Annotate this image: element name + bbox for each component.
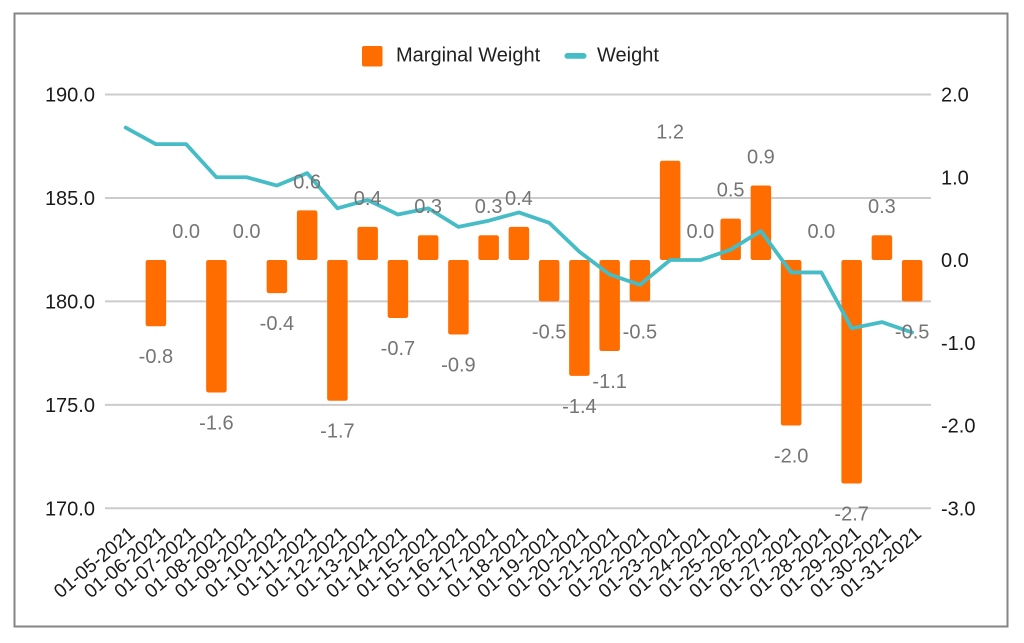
svg-text:-1.4: -1.4 (562, 396, 596, 418)
svg-text:-2.7: -2.7 (834, 503, 868, 525)
svg-text:-0.7: -0.7 (381, 338, 415, 360)
svg-text:0.0: 0.0 (807, 221, 835, 243)
svg-text:0.9: 0.9 (747, 147, 775, 169)
svg-text:1.2: 1.2 (656, 122, 684, 144)
svg-text:0.0: 0.0 (941, 250, 969, 272)
svg-text:185.0: 185.0 (45, 188, 95, 210)
svg-text:-3.0: -3.0 (941, 499, 975, 521)
svg-text:Weight: Weight (597, 45, 659, 67)
svg-text:-0.8: -0.8 (139, 346, 173, 368)
svg-text:-0.9: -0.9 (441, 355, 475, 377)
svg-text:190.0: 190.0 (45, 85, 95, 107)
svg-text:-1.1: -1.1 (592, 371, 626, 393)
svg-text:180.0: 180.0 (45, 292, 95, 314)
svg-text:-2.0: -2.0 (941, 416, 975, 438)
svg-text:-0.4: -0.4 (260, 313, 294, 335)
svg-text:-1.6: -1.6 (199, 412, 233, 434)
svg-text:0.3: 0.3 (414, 196, 442, 218)
svg-text:0.5: 0.5 (717, 180, 745, 202)
svg-text:-2.0: -2.0 (774, 446, 808, 468)
svg-text:0.4: 0.4 (354, 188, 382, 210)
svg-text:175.0: 175.0 (45, 395, 95, 417)
svg-text:0.6: 0.6 (293, 171, 321, 193)
svg-text:2.0: 2.0 (941, 85, 969, 107)
svg-text:0.0: 0.0 (686, 221, 714, 243)
svg-text:Marginal Weight: Marginal Weight (396, 45, 541, 67)
svg-text:170.0: 170.0 (45, 499, 95, 521)
svg-text:-0.5: -0.5 (895, 321, 929, 343)
svg-text:0.3: 0.3 (868, 196, 896, 218)
svg-text:0.0: 0.0 (233, 221, 261, 243)
svg-text:0.4: 0.4 (505, 188, 533, 210)
svg-text:-0.5: -0.5 (532, 321, 566, 343)
svg-text:0.3: 0.3 (475, 196, 503, 218)
svg-text:0.0: 0.0 (172, 221, 200, 243)
svg-text:1.0: 1.0 (941, 168, 969, 190)
svg-text:-1.0: -1.0 (941, 333, 975, 355)
svg-text:-0.5: -0.5 (623, 321, 657, 343)
svg-text:-1.7: -1.7 (320, 421, 354, 443)
